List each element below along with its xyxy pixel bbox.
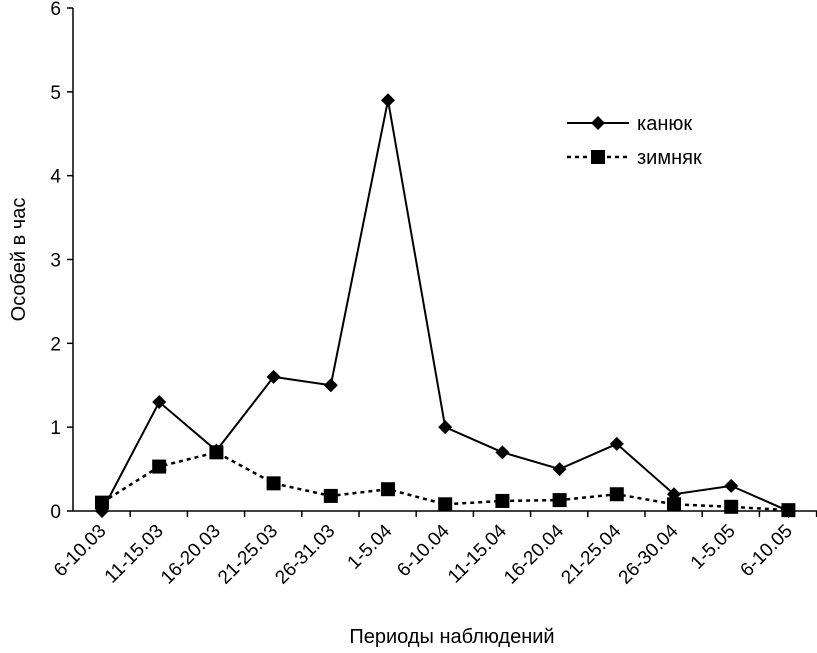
- y-tick-label: 0: [50, 502, 61, 523]
- data-point: [152, 459, 167, 474]
- data-point: [552, 462, 567, 477]
- y-tick-label: 5: [50, 83, 61, 104]
- y-tick-label: 3: [50, 251, 61, 272]
- y-tick-label: 2: [50, 334, 61, 355]
- legend-marker-zimnyak: [591, 150, 605, 164]
- data-point: [495, 493, 510, 508]
- x-tick-label: 21-25.04: [557, 520, 625, 588]
- data-point: [266, 476, 281, 491]
- y-tick-label: 6: [50, 0, 61, 20]
- data-point: [552, 493, 567, 508]
- series-1: [95, 445, 796, 518]
- data-point: [781, 503, 796, 518]
- x-tick-label: 6-10.05: [737, 521, 797, 581]
- data-point: [609, 436, 624, 451]
- x-tick-label: 1-5.04: [344, 520, 397, 573]
- x-tick-label: 26-30.04: [615, 520, 683, 588]
- legend-label-zimnyak: зимняк: [637, 147, 702, 169]
- x-axis-title: Периоды наблюдений: [349, 626, 554, 648]
- data-point: [209, 445, 224, 460]
- axes: [72, 8, 817, 512]
- data-point: [381, 93, 395, 108]
- legend-marker-kanyuk: [591, 116, 605, 130]
- y-axis-title: Особей в час: [8, 198, 30, 322]
- data-point: [95, 495, 109, 510]
- legend-label-kanyuk: канюк: [637, 113, 692, 135]
- x-tick-label: 16-20.03: [157, 521, 225, 589]
- series-layer: [95, 93, 796, 518]
- x-tick-label: 1-5.05: [687, 521, 740, 574]
- data-point: [438, 420, 453, 435]
- y-tick-label: 4: [50, 167, 61, 188]
- x-tick-label: 11-15.03: [101, 521, 168, 588]
- legend: канюк зимняк: [567, 113, 702, 169]
- y-tick-label: 1: [50, 418, 61, 439]
- x-tick-label: 16-20.04: [500, 520, 568, 588]
- data-point: [266, 369, 281, 384]
- data-point: [438, 497, 453, 512]
- data-point: [609, 487, 624, 502]
- x-tick-label: 21-25.03: [214, 521, 282, 589]
- x-tick-label: 11-15.04: [444, 520, 511, 587]
- data-point: [667, 497, 681, 512]
- data-point: [323, 378, 338, 393]
- data-point: [495, 445, 510, 460]
- data-point: [724, 499, 739, 514]
- y-axis-ticks: 0 1 2 3 4 5 6: [50, 0, 73, 523]
- x-tick-label: 26-31.03: [271, 521, 339, 589]
- data-point: [152, 395, 167, 410]
- data-point: [381, 482, 395, 497]
- data-point: [323, 488, 338, 503]
- data-point: [724, 478, 739, 493]
